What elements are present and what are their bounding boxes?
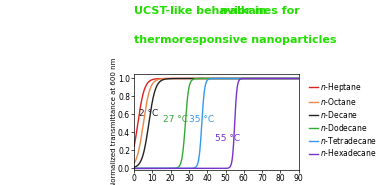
Text: -alkanes for: -alkanes for xyxy=(225,6,300,16)
Legend: $\it{n}$-Heptane, $\it{n}$-Octane, $\it{n}$-Decane, $\it{n}$-Dodecane, $\it{n}$-: $\it{n}$-Heptane, $\it{n}$-Octane, $\it{… xyxy=(306,78,378,162)
Text: n: n xyxy=(220,6,228,16)
Text: thermoresponsive nanoparticles: thermoresponsive nanoparticles xyxy=(134,35,337,45)
Text: 35 °C: 35 °C xyxy=(189,115,214,124)
Text: UCST-like behavior in: UCST-like behavior in xyxy=(134,6,271,16)
Text: 27 °C: 27 °C xyxy=(163,115,188,124)
Text: 55 °C: 55 °C xyxy=(215,134,240,143)
Y-axis label: Normalized transmittance at 600 nm: Normalized transmittance at 600 nm xyxy=(110,57,116,185)
Text: 2 °C: 2 °C xyxy=(139,109,158,118)
